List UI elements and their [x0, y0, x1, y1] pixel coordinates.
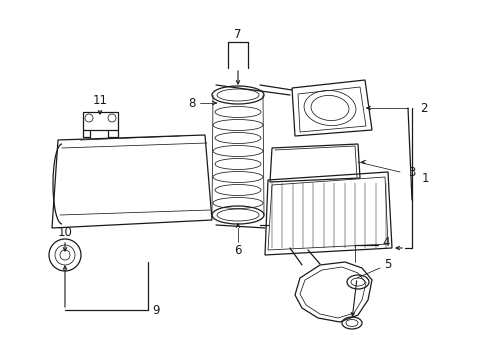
Text: 11: 11: [92, 94, 107, 107]
Text: 10: 10: [58, 225, 72, 239]
Text: 8: 8: [188, 96, 195, 109]
Text: 4: 4: [381, 235, 389, 248]
Text: 9: 9: [152, 303, 159, 316]
Text: 1: 1: [421, 171, 428, 185]
Text: 3: 3: [407, 166, 414, 179]
Text: 2: 2: [419, 102, 427, 114]
Text: 7: 7: [234, 27, 241, 41]
Text: 5: 5: [383, 257, 390, 270]
Text: 6: 6: [234, 243, 241, 256]
